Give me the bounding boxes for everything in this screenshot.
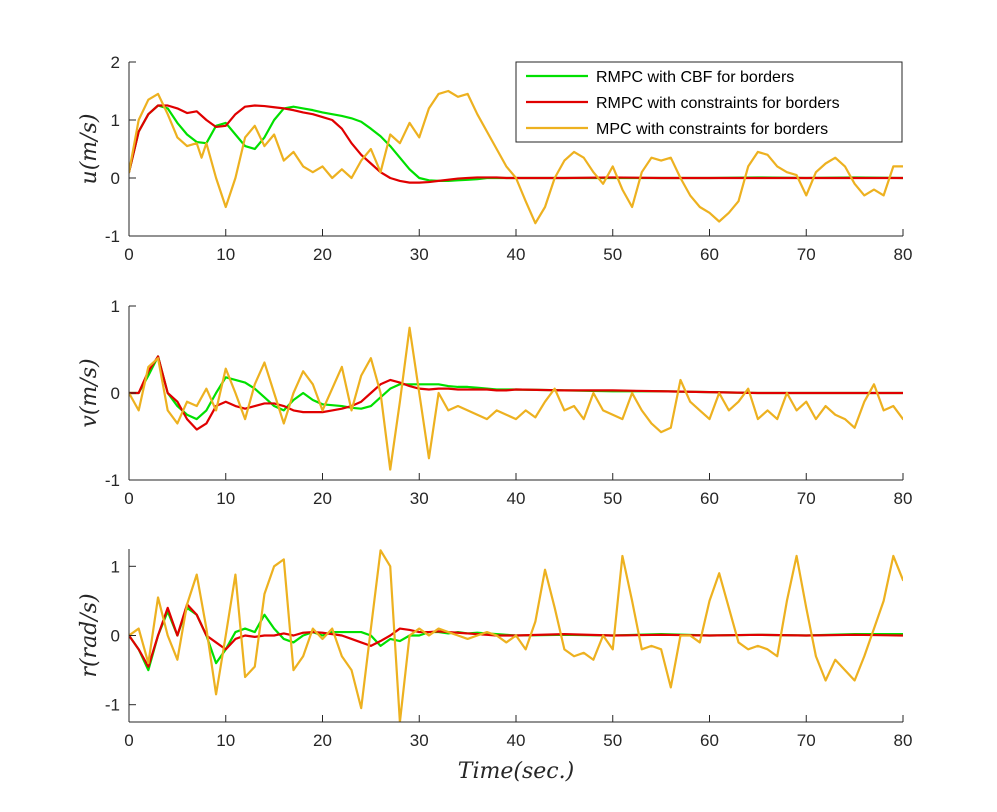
legend-entry: MPC with constraints for borders [596,121,828,138]
legend-entry: RMPC with CBF for borders [596,69,794,86]
x-tick-label: 40 [507,489,526,508]
y-tick-label: 1 [111,557,120,576]
x-tick-label: 60 [700,245,719,264]
y-axis-label: v(m/s) [77,358,102,427]
x-tick-label: 60 [700,489,719,508]
x-tick-label: 10 [216,489,235,508]
x-tick-label: 50 [603,489,622,508]
y-tick-label: -1 [105,471,120,490]
y-tick-label: -1 [105,227,120,246]
x-tick-label: 10 [216,245,235,264]
y-tick-label: 2 [111,53,120,72]
x-tick-label: 20 [313,731,332,750]
x-tick-label: 80 [894,489,913,508]
x-tick-label: 20 [313,489,332,508]
x-tick-label: 70 [797,245,816,264]
x-tick-label: 10 [216,731,235,750]
series-mpc-with-constraints-for-borders [129,326,903,471]
x-tick-label: 50 [603,245,622,264]
y-axis-label: u(m/s) [77,114,102,185]
y-tick-label: 1 [111,297,120,316]
series-rmpc-with-constraints-for-borders [129,355,903,431]
y-tick-label: 0 [111,627,120,646]
x-tick-label: 70 [797,731,816,750]
x-tick-label: 0 [124,731,133,750]
x-tick-label: 30 [410,489,429,508]
x-tick-label: 80 [894,731,913,750]
series-mpc-with-constraints-for-borders [129,89,903,225]
legend-entry: RMPC with constraints for borders [596,95,840,112]
y-tick-label: 0 [111,169,120,188]
x-tick-label: 60 [700,731,719,750]
x-tick-label: 40 [507,731,526,750]
x-tick-label: 0 [124,245,133,264]
series-mpc-with-constraints-for-borders [129,549,903,722]
x-tick-label: 40 [507,245,526,264]
y-tick-label: 1 [111,111,120,130]
x-tick-label: 80 [894,245,913,264]
x-tick-label: 30 [410,731,429,750]
x-tick-label: 0 [124,489,133,508]
legend: RMPC with CBF for borders RMPC with const… [515,61,903,143]
y-tick-label: 0 [111,384,120,403]
y-axis-label: r(rad/s) [77,593,102,677]
x-axis-label: Time(sec.) [458,759,574,784]
y-tick-label: -1 [105,696,120,715]
x-tick-label: 50 [603,731,622,750]
x-tick-label: 70 [797,489,816,508]
x-tick-label: 30 [410,245,429,264]
x-tick-label: 20 [313,245,332,264]
